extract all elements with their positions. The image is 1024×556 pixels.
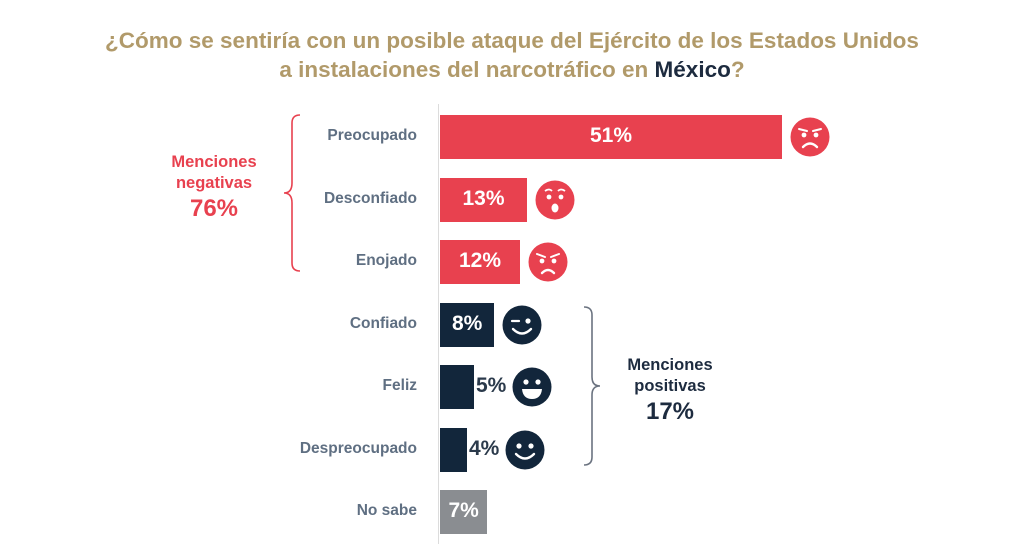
bar-feliz <box>440 365 474 409</box>
negative-label-line1: Menciones <box>171 153 257 171</box>
value-label-feliz: 5% <box>476 374 507 397</box>
value-label-enojado: 12% <box>459 249 502 272</box>
negative-total: 76% <box>189 195 239 222</box>
category-label-preocupado: Preocupado <box>327 127 417 144</box>
positive-label-line2: positivas <box>634 377 706 395</box>
positive-mentions-label: Menciones positivas 17% <box>608 355 732 427</box>
category-label-no-sabe: No sabe <box>356 502 417 519</box>
category-axis-line <box>438 104 439 544</box>
value-label-despreocupado: 4% <box>469 437 500 460</box>
smiling-face-icon <box>505 430 545 470</box>
bar-desconfiado <box>440 178 527 222</box>
bar-despreocupado <box>440 428 467 472</box>
value-label-desconfiado: 13% <box>462 187 505 210</box>
category-label-confiado: Confiado <box>349 315 417 332</box>
winking-face-icon <box>502 305 542 345</box>
positive-total: 17% <box>645 398 695 425</box>
positive-group-brace <box>583 306 601 466</box>
bar-preocupado <box>440 115 782 159</box>
angry-face-icon <box>528 242 568 282</box>
category-label-despreocupado: Despreocupado <box>299 440 417 457</box>
negative-mentions-label: Menciones negativas 76% <box>150 152 278 224</box>
grinning-face-icon <box>512 367 552 407</box>
title-line-2-suffix: ? <box>730 57 745 82</box>
title-line-2-prefix: a instalaciones del narcotráfico en <box>279 57 655 82</box>
positive-label-line1: Menciones <box>627 356 713 374</box>
value-label-confiado: 8% <box>452 312 483 335</box>
title-emphasis-mexico: México <box>654 57 731 82</box>
bar-enojado <box>440 240 520 284</box>
value-label-no-sabe: 7% <box>448 499 479 522</box>
category-label-enojado: Enojado <box>355 252 417 269</box>
negative-group-brace <box>283 114 301 272</box>
surprised-face-icon <box>535 180 575 220</box>
title-line-1: ¿Cómo se sentiría con un posible ataque … <box>105 28 919 53</box>
title-line-2: a instalaciones del narcotráfico en Méxi… <box>0 55 1024 84</box>
category-label-desconfiado: Desconfiado <box>323 190 417 207</box>
category-label-feliz: Feliz <box>382 377 417 394</box>
bar-no-sabe <box>440 490 487 534</box>
worried-face-icon <box>790 117 830 157</box>
negative-label-line2: negativas <box>175 174 253 192</box>
value-label-preocupado: 51% <box>590 124 633 147</box>
chart-title: ¿Cómo se sentiría con un posible ataque … <box>0 26 1024 84</box>
bar-confiado <box>440 303 494 347</box>
